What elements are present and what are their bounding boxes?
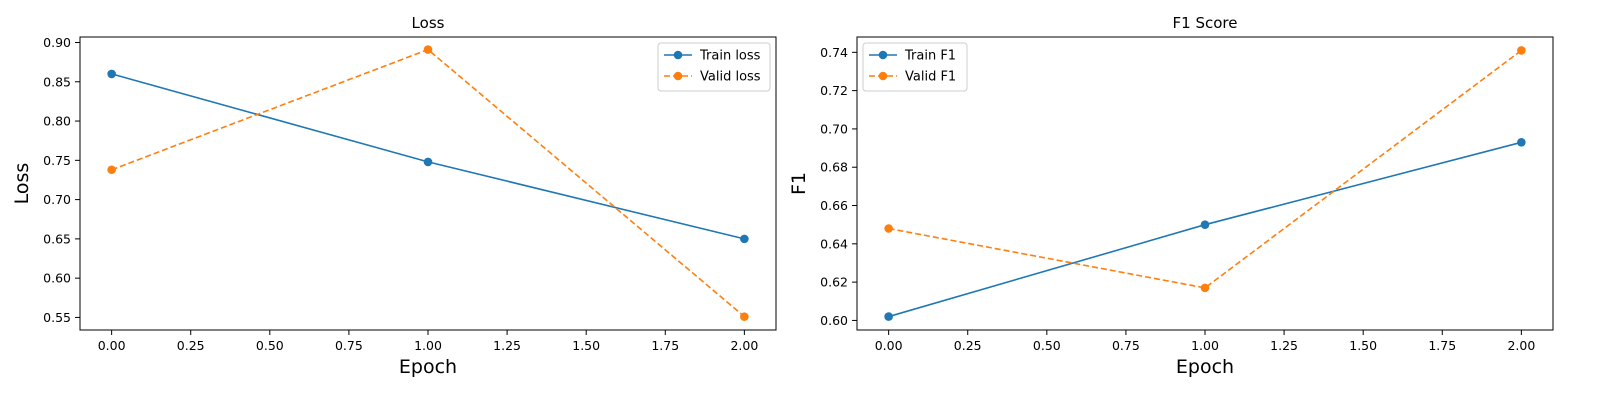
data-point xyxy=(107,69,116,79)
series-line-1 xyxy=(111,73,745,240)
y-tick-label: 0.64 xyxy=(820,236,848,251)
x-tick-label: 0.50 xyxy=(1033,338,1061,353)
chart-panel-2: F1 Score 0.00 0.25 0.50 0.75 1.00 1.25 1.50 1.75… xyxy=(788,14,1554,378)
x-tick-label: 1.75 xyxy=(1428,338,1456,353)
x-tick-label: 2.00 xyxy=(1507,338,1535,353)
legend: Train loss Valid loss xyxy=(657,42,771,92)
data-point xyxy=(884,312,893,321)
y-tick-label: 0.65 xyxy=(43,231,71,246)
data-point xyxy=(1517,46,1526,55)
legend-label: Train F1 xyxy=(904,49,956,64)
legend-label: Valid F1 xyxy=(905,70,956,85)
y-axis-label: F1 xyxy=(788,172,810,195)
y-tick-label: 0.80 xyxy=(43,114,71,129)
data-point xyxy=(1200,220,1210,229)
y-tick-label: 0.72 xyxy=(820,83,848,98)
series-line-2 xyxy=(111,48,745,318)
data-point xyxy=(1200,283,1210,293)
x-tick-label: 1.50 xyxy=(1349,338,1377,353)
x-axis-label: Epoch xyxy=(399,356,457,378)
x-tick-label: 1.25 xyxy=(1270,338,1298,353)
y-tick-label: 0.90 xyxy=(43,35,71,50)
y-tick-label: 0.70 xyxy=(43,192,71,207)
legend: Train F1 Valid F1 xyxy=(862,42,968,92)
legend-marker xyxy=(878,50,888,60)
y-tick-label: 0.66 xyxy=(820,198,848,213)
y-tick-label: 0.60 xyxy=(43,271,71,286)
y-tick-label: 0.70 xyxy=(820,121,848,136)
data-point xyxy=(740,234,749,244)
x-axis-label: Epoch xyxy=(1176,356,1234,378)
x-tick-label: 1.25 xyxy=(493,338,521,353)
y-tick-label: 0.85 xyxy=(43,74,71,89)
data-point xyxy=(423,157,433,167)
x-tick-label: 0.00 xyxy=(98,338,126,353)
y-tick-label: 0.68 xyxy=(820,160,848,175)
legend-marker xyxy=(878,71,888,81)
y-axis-label: Loss xyxy=(11,163,33,205)
data-point xyxy=(740,312,749,321)
x-tick-label: 1.50 xyxy=(572,338,600,353)
legend-label: Train loss xyxy=(699,49,761,64)
data-point xyxy=(1517,138,1526,147)
x-tick-label: 0.75 xyxy=(1112,338,1140,353)
data-point xyxy=(884,224,893,233)
x-tick-label: 1.00 xyxy=(414,338,442,353)
series-line-2 xyxy=(888,49,1522,289)
x-tick-label: 0.75 xyxy=(335,338,363,353)
x-tick-label: 0.25 xyxy=(177,338,205,353)
x-tick-label: 0.00 xyxy=(875,338,903,353)
x-tick-label: 1.75 xyxy=(651,338,679,353)
legend-label: Valid loss xyxy=(700,70,761,85)
chart-panel-1: Loss 0.00 0.25 0.50 0.75 1.00 1.25 1.50 1.75 2.00… xyxy=(11,14,777,378)
data-point xyxy=(423,45,433,54)
y-tick-label: 0.55 xyxy=(43,310,71,325)
chart-title: F1 Score xyxy=(1173,14,1238,32)
data-point xyxy=(107,165,116,175)
x-tick-label: 0.25 xyxy=(954,338,982,353)
y-tick-label: 0.75 xyxy=(43,153,71,168)
x-tick-label: 0.50 xyxy=(256,338,284,353)
legend-marker xyxy=(673,50,683,60)
x-tick-label: 2.00 xyxy=(730,338,758,353)
y-tick-label: 0.60 xyxy=(820,313,848,328)
chart-title: Loss xyxy=(412,14,445,32)
x-tick-label: 1.00 xyxy=(1191,338,1219,353)
y-tick-label: 0.62 xyxy=(820,275,848,290)
legend-marker xyxy=(673,71,683,81)
y-tick-label: 0.74 xyxy=(820,45,848,60)
